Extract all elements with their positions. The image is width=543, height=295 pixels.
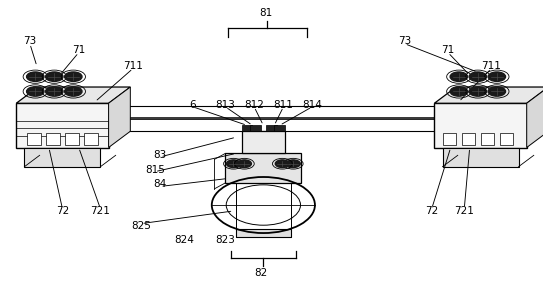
Polygon shape bbox=[527, 87, 543, 148]
Circle shape bbox=[27, 87, 44, 96]
Bar bbox=[462, 133, 475, 145]
Polygon shape bbox=[109, 87, 130, 148]
Text: 81: 81 bbox=[260, 8, 273, 18]
Text: 814: 814 bbox=[302, 100, 322, 110]
Circle shape bbox=[450, 87, 468, 96]
Text: 823: 823 bbox=[216, 235, 235, 245]
Bar bbox=[443, 148, 519, 167]
Bar bbox=[242, 131, 285, 153]
Text: 813: 813 bbox=[216, 100, 235, 110]
Text: 82: 82 bbox=[254, 268, 267, 278]
Text: 815: 815 bbox=[145, 165, 165, 175]
Circle shape bbox=[469, 87, 487, 96]
Circle shape bbox=[286, 160, 300, 168]
Circle shape bbox=[226, 160, 241, 168]
Bar bbox=[24, 148, 100, 167]
Text: 721: 721 bbox=[91, 206, 110, 216]
Circle shape bbox=[27, 72, 44, 81]
Circle shape bbox=[237, 160, 251, 168]
Bar bbox=[16, 103, 109, 148]
Text: 711: 711 bbox=[482, 61, 501, 71]
Circle shape bbox=[46, 87, 63, 96]
Circle shape bbox=[46, 72, 63, 81]
Bar bbox=[266, 125, 277, 131]
Bar bbox=[500, 133, 513, 145]
Text: 711: 711 bbox=[123, 61, 143, 71]
Text: 71: 71 bbox=[441, 45, 454, 55]
Text: 6: 6 bbox=[190, 100, 196, 110]
Circle shape bbox=[275, 160, 289, 168]
Text: 73: 73 bbox=[23, 36, 36, 46]
Bar bbox=[481, 133, 494, 145]
Text: 71: 71 bbox=[72, 45, 85, 55]
Circle shape bbox=[469, 72, 487, 81]
Bar bbox=[242, 125, 252, 131]
Polygon shape bbox=[434, 87, 543, 103]
Text: 721: 721 bbox=[454, 206, 474, 216]
Bar bbox=[84, 133, 98, 145]
Text: 811: 811 bbox=[274, 100, 293, 110]
Text: 84: 84 bbox=[154, 179, 167, 189]
Text: 72: 72 bbox=[56, 206, 69, 216]
Polygon shape bbox=[16, 87, 130, 103]
Bar bbox=[274, 125, 285, 131]
Bar bbox=[250, 125, 261, 131]
Bar bbox=[236, 229, 291, 237]
Bar bbox=[225, 153, 301, 183]
Circle shape bbox=[450, 72, 468, 81]
Text: 824: 824 bbox=[175, 235, 194, 245]
Bar bbox=[443, 133, 456, 145]
Circle shape bbox=[65, 87, 82, 96]
Text: 72: 72 bbox=[425, 206, 438, 216]
Text: 73: 73 bbox=[398, 36, 411, 46]
Circle shape bbox=[488, 72, 506, 81]
Bar bbox=[46, 133, 60, 145]
Bar bbox=[434, 103, 527, 148]
Text: 83: 83 bbox=[154, 150, 167, 160]
Bar bbox=[65, 133, 79, 145]
Circle shape bbox=[65, 72, 82, 81]
Bar bbox=[27, 133, 41, 145]
Circle shape bbox=[488, 87, 506, 96]
Text: 825: 825 bbox=[131, 221, 151, 231]
Text: 812: 812 bbox=[244, 100, 264, 110]
